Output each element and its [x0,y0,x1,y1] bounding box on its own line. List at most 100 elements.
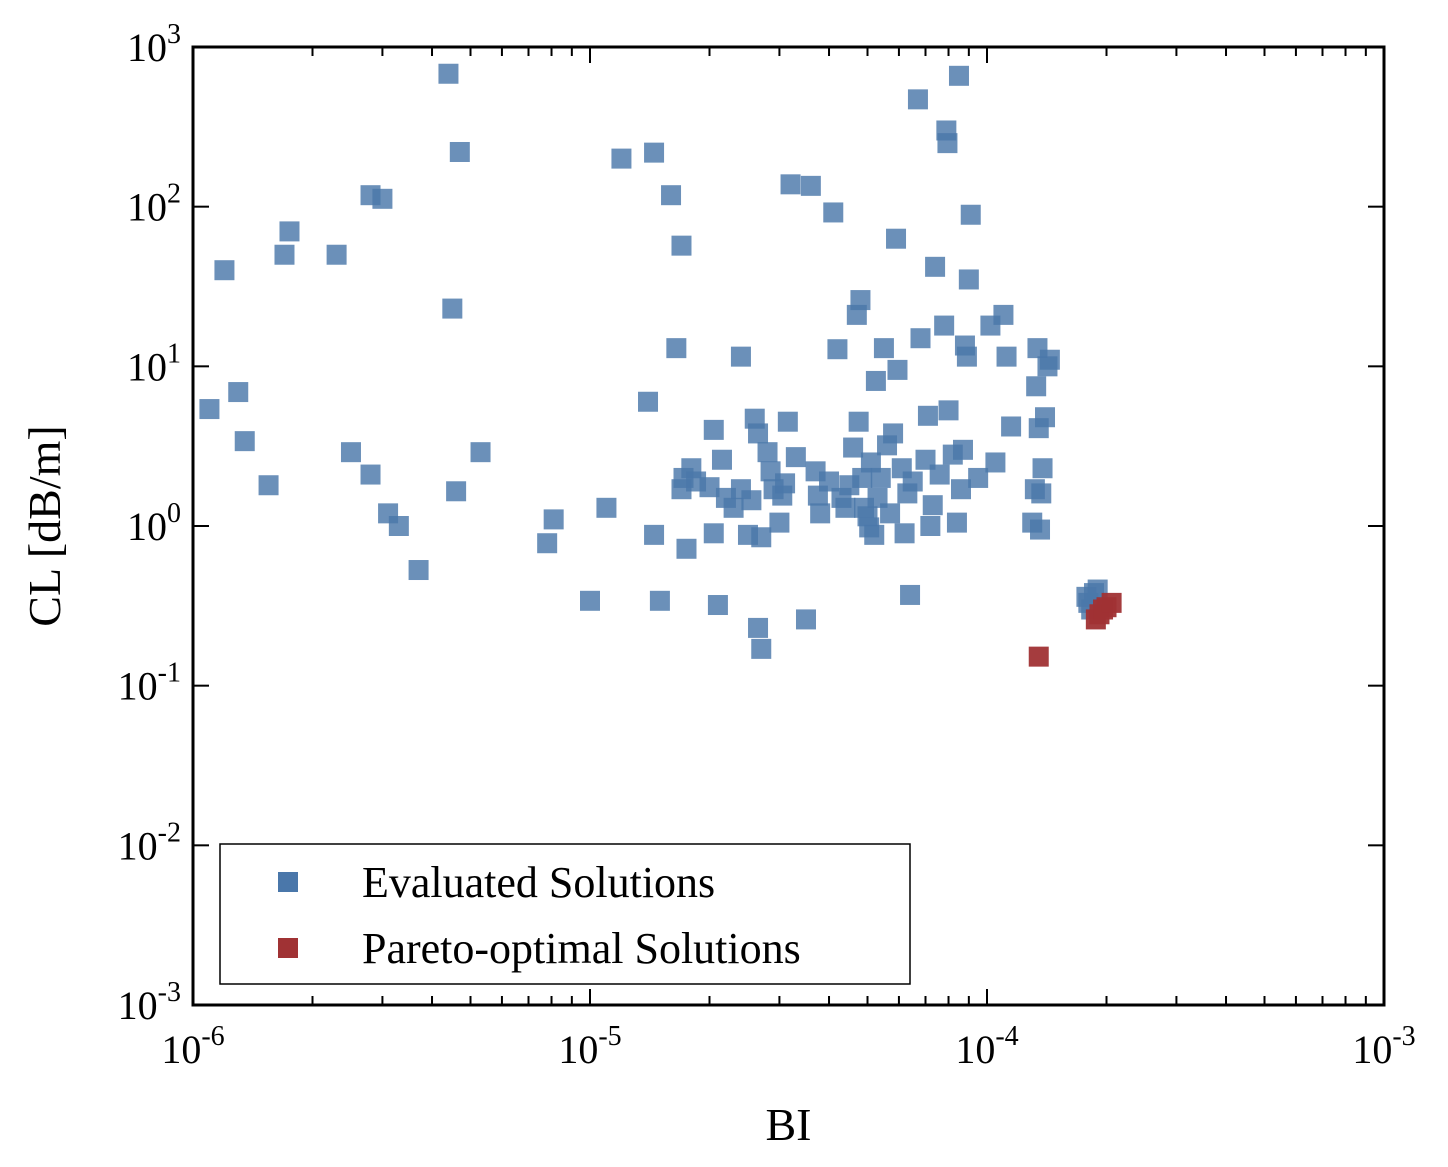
evaluated-point [676,538,697,559]
y-tick-label-exponent: 2 [167,179,181,210]
evaluated-point [1030,519,1051,540]
legend-marker-evaluated [278,872,298,892]
evaluated-point [958,269,979,290]
x-axis-title: BI [766,1099,812,1150]
evaluated-point [274,244,295,265]
evaluated-point [1032,458,1053,479]
evaluated-point [917,405,938,426]
evaluated-point [360,464,381,485]
evaluated-point [372,188,393,209]
evaluated-point [993,304,1014,325]
x-tick-label: 10-5 [558,1021,621,1072]
evaluated-point [711,449,732,470]
evaluated-point [819,471,840,492]
legend-marker-pareto [278,938,298,958]
evaluated-point [580,590,600,611]
evaluated-point [703,523,724,544]
x-tick-label: 10-3 [1352,1021,1415,1072]
y-tick-label-base: 10 [127,185,167,230]
evaluated-point [699,477,720,498]
legend-label-evaluated: Evaluated Solutions [362,858,715,907]
evaluated-point [873,338,894,359]
evaluated-point [952,439,973,460]
y-tick-label-base: 10 [118,983,158,1028]
evaluated-point [960,204,981,225]
evaluated-point [446,481,467,502]
x-tick-label-base: 10 [1352,1027,1392,1072]
evaluated-point [214,260,235,281]
evaluated-point [894,523,915,544]
y-tick-label: 100 [127,498,181,549]
y-tick-label-exponent: -1 [158,658,181,689]
evaluated-point [638,391,659,412]
evaluated-point [852,467,873,488]
evaluated-point [442,298,463,319]
legend: Evaluated Solutions Pareto-optimal Solut… [219,843,911,985]
evaluated-point [707,595,728,616]
evaluated-point [843,437,864,458]
y-tick-label-exponent: -3 [158,977,181,1008]
y-tick-label: 10-2 [118,817,181,868]
y-tick-label-base: 10 [118,823,158,868]
evaluated-point [769,512,790,533]
evaluated-point [860,452,881,473]
evaluated-point [946,512,967,533]
x-tick-label-exponent: -3 [1392,1021,1415,1052]
evaluated-point [925,256,946,277]
y-tick-label: 101 [127,338,181,389]
evaluated-point [800,175,821,196]
evaluated-point [234,431,255,452]
evaluated-point [751,527,772,548]
evaluated-point [795,609,816,630]
evaluated-point [199,399,220,420]
y-tick-label: 103 [127,19,181,70]
evaluated-point [666,338,687,359]
evaluated-point [723,497,744,518]
evaluated-point [929,464,950,485]
x-tick-label-exponent: -4 [995,1021,1018,1052]
x-tick-label-base: 10 [558,1027,598,1072]
evaluated-point [470,442,491,463]
evaluated-point [671,235,692,256]
evaluated-point [1031,483,1052,504]
evaluated-point [777,411,798,432]
evaluated-point [703,419,724,440]
y-tick-label-base: 10 [127,504,167,549]
evaluated-point [751,638,772,659]
legend-label-pareto: Pareto-optimal Solutions [362,924,801,973]
evaluated-point [438,63,459,84]
evaluated-point [611,148,632,169]
evaluated-point [902,471,923,492]
evaluated-point [775,473,796,494]
evaluated-point [785,447,806,468]
evaluated-point [920,516,941,536]
y-tick-label-exponent: 3 [167,19,181,50]
evaluated-point [922,495,943,516]
evaluated-point [326,244,347,265]
pareto-point [1028,646,1049,667]
evaluated-point [1001,416,1022,437]
evaluated-point [968,467,989,488]
y-tick-label: 102 [127,179,181,230]
evaluated-point [948,65,969,86]
evaluated-point [661,185,682,206]
y-tick-label: 10-1 [118,658,181,709]
evaluated-point [996,346,1017,367]
evaluated-point [910,328,931,349]
evaluated-point [748,617,769,638]
y-tick-label-base: 10 [118,664,158,709]
evaluated-point [883,423,904,444]
evaluated-point [886,228,907,249]
evaluated-point [827,339,848,360]
evaluated-point [596,497,617,518]
x-tick-label-base: 10 [955,1027,995,1072]
evaluated-point [449,141,470,162]
evaluated-point [934,315,955,336]
evaluated-point [950,479,971,500]
plot-area-frame [191,45,1386,1007]
evaluated-point [867,487,888,508]
y-tick-label: 10-3 [118,977,181,1028]
